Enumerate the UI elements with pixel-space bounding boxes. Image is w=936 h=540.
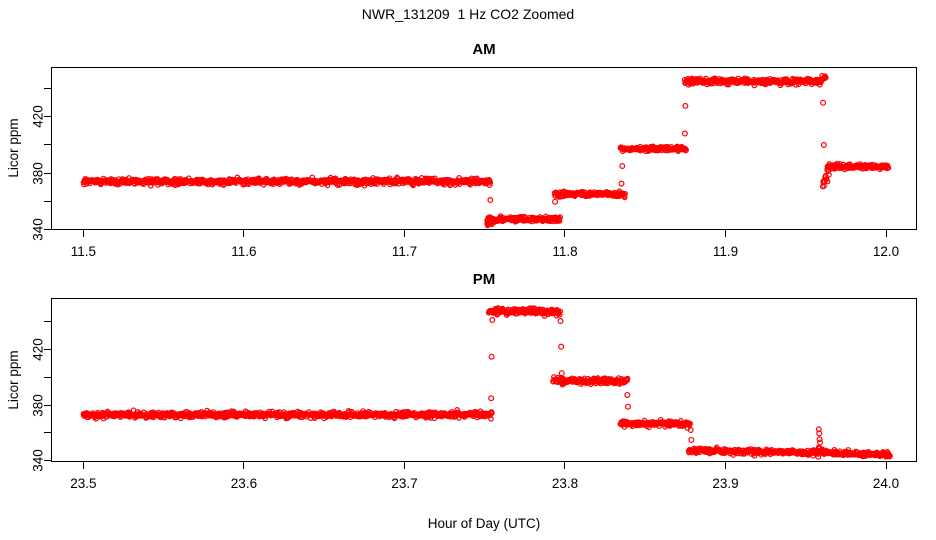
panel-title-am: AM	[472, 41, 496, 58]
y-tick-label: 380	[30, 161, 45, 185]
x-tick	[403, 462, 405, 469]
x-tick	[243, 230, 245, 237]
x-tick	[885, 230, 887, 237]
y-tick-label: 340	[30, 449, 45, 472]
x-tick-label: 23.8	[551, 476, 579, 491]
x-tick-label: 23.5	[70, 476, 97, 491]
figure-title: NWR_131209 1 Hz CO2 Zoomed	[361, 6, 575, 22]
y-tick	[44, 432, 51, 434]
y-tick	[44, 349, 51, 351]
y-axis-label-pm: Licor ppm	[6, 350, 21, 410]
x-tick	[885, 462, 887, 469]
y-tick	[44, 172, 51, 174]
y-tick	[44, 321, 51, 323]
x-tick-label: 12.0	[872, 244, 900, 259]
x-tick-label: 11.8	[552, 244, 578, 259]
y-tick	[44, 376, 51, 378]
y-tick	[44, 228, 51, 230]
y-tick	[44, 116, 51, 118]
x-tick-label: 23.7	[391, 476, 418, 491]
y-axis-label-am: Licor ppm	[6, 118, 21, 178]
panel-title-pm: PM	[472, 271, 496, 288]
y-tick	[44, 200, 51, 202]
x-tick	[725, 462, 726, 469]
x-tick-label: 11.6	[231, 244, 257, 259]
y-tick	[44, 459, 51, 461]
x-tick-label: 24.0	[872, 476, 900, 491]
x-axis-label: Hour of Day (UTC)	[427, 516, 541, 531]
x-tick	[403, 230, 405, 237]
y-tick-label: 380	[30, 393, 45, 417]
x-tick	[82, 462, 84, 469]
scatter-points-pm	[51, 298, 917, 462]
y-tick-label: 420	[30, 105, 45, 129]
x-tick	[243, 462, 245, 469]
x-tick	[82, 230, 84, 237]
x-tick-label: 23.9	[712, 476, 739, 491]
x-tick	[564, 230, 566, 237]
scatter-points-am	[51, 67, 917, 230]
x-tick-label: 11.9	[712, 244, 739, 259]
x-tick-label: 23.6	[230, 476, 258, 491]
y-tick-label: 420	[30, 338, 45, 361]
y-tick	[44, 144, 51, 146]
y-tick	[44, 404, 51, 406]
y-tick-label: 340	[30, 217, 45, 241]
x-tick	[564, 462, 566, 469]
x-tick-label: 11.5	[70, 244, 97, 259]
x-tick	[725, 230, 726, 237]
x-tick-label: 11.7	[391, 244, 418, 259]
y-tick	[44, 88, 51, 90]
